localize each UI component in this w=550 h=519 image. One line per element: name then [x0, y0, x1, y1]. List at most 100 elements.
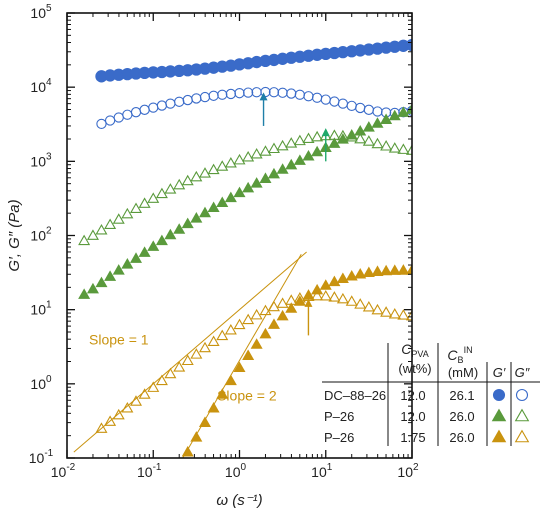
- data-point: [164, 228, 177, 240]
- data-point: [173, 178, 186, 190]
- data-point: [199, 91, 211, 103]
- legend-row-name: P–26: [324, 409, 354, 424]
- data-point: [362, 266, 375, 278]
- legend-row: P–26 12.0 26.0: [324, 408, 530, 424]
- data-point: [372, 106, 383, 117]
- data-point: [328, 129, 341, 140]
- data-point: [362, 121, 375, 132]
- data-point: [129, 202, 143, 214]
- data-point: [112, 213, 125, 224]
- legend-unit-cb: (mM): [448, 365, 478, 380]
- legend-header-cpva: CPVA: [401, 341, 428, 359]
- data-point: [345, 130, 358, 142]
- data-point: [388, 142, 401, 153]
- data-point: [388, 307, 401, 319]
- data-point: [121, 207, 134, 219]
- data-point: [405, 264, 412, 275]
- data-point: [78, 288, 91, 299]
- data-point: [224, 374, 237, 386]
- data-point: [346, 100, 357, 111]
- data-point: [233, 318, 246, 330]
- series-4: [78, 129, 412, 246]
- data-point: [234, 88, 245, 99]
- data-point: [336, 133, 349, 144]
- data-point: [148, 102, 159, 113]
- data-point: [354, 132, 367, 144]
- data-point: [371, 117, 384, 128]
- data-point: [405, 144, 412, 155]
- data-point: [328, 275, 341, 287]
- data-point: [397, 264, 410, 275]
- data-point: [285, 158, 298, 170]
- data-point: [96, 118, 107, 130]
- data-point: [104, 115, 116, 126]
- data-point: [388, 264, 401, 275]
- data-point: [174, 96, 185, 107]
- data-point: [129, 395, 143, 406]
- arrow-head: [304, 298, 313, 307]
- data-point: [198, 167, 211, 178]
- data-point: [319, 290, 332, 301]
- annotations: Slope = 1 Slope = 2: [89, 92, 330, 403]
- data-point: [225, 88, 237, 100]
- data-point: [155, 234, 168, 246]
- data-point: [250, 338, 263, 349]
- series-3: [78, 103, 412, 299]
- y-tick-label: 101: [30, 300, 52, 318]
- data-point: [285, 294, 298, 305]
- y-axis-label: G′, G″ (Pa): [6, 199, 23, 271]
- data-point: [181, 174, 194, 186]
- data-point: [122, 109, 133, 120]
- data-point: [293, 134, 306, 146]
- data-point: [173, 223, 186, 234]
- data-point: [380, 140, 393, 151]
- data-point: [242, 181, 255, 193]
- data-point: [293, 295, 306, 306]
- data-point: [371, 265, 384, 276]
- data-point: [259, 304, 272, 316]
- data-point: [268, 87, 280, 98]
- data-point: [233, 186, 246, 198]
- legend-row-cb: 26.0: [449, 409, 474, 424]
- data-point: [311, 289, 324, 301]
- legend-row: DC–88–26 12.0 26.1: [324, 388, 529, 403]
- legend: CPVA (wt%) CBIN(mM) G′ G″ DC–88–26 12.0 26.1 P–2…: [322, 341, 540, 446]
- data-point: [276, 139, 289, 151]
- data-point: [207, 201, 220, 213]
- data-point: [251, 87, 262, 98]
- data-point: [345, 269, 358, 281]
- data-point: [138, 246, 151, 257]
- data-point: [155, 374, 168, 386]
- y-tick-label: 102: [30, 226, 52, 244]
- data-point: [147, 381, 160, 392]
- legend-marker-filled: [492, 388, 506, 402]
- data-point: [207, 335, 220, 347]
- data-point: [276, 163, 289, 174]
- data-point: [311, 283, 324, 295]
- data-point: [336, 272, 349, 283]
- data-point: [242, 313, 255, 325]
- data-point: [139, 104, 150, 115]
- data-point: [181, 217, 194, 229]
- series-2: [96, 86, 412, 130]
- x-tick-label: 10-2: [51, 462, 76, 480]
- data-point: [155, 187, 168, 199]
- data-point: [190, 212, 203, 223]
- x-tick-label: 100: [225, 462, 247, 480]
- data-point: [164, 183, 177, 194]
- legend-row-cpva: 1.75: [400, 430, 425, 445]
- data-point: [181, 445, 194, 457]
- data-point: [208, 90, 219, 101]
- data-point: [216, 329, 229, 341]
- data-point: [397, 143, 410, 154]
- arrow-head: [259, 92, 268, 101]
- arrow-2: [321, 128, 330, 162]
- data-point: [345, 295, 358, 306]
- data-point: [121, 258, 134, 269]
- data-point: [104, 218, 117, 230]
- legend-row-cpva: 12.0: [400, 388, 425, 403]
- arrow-head: [321, 128, 330, 137]
- data-point: [336, 292, 349, 304]
- data-point: [95, 224, 108, 235]
- data-point: [250, 177, 263, 188]
